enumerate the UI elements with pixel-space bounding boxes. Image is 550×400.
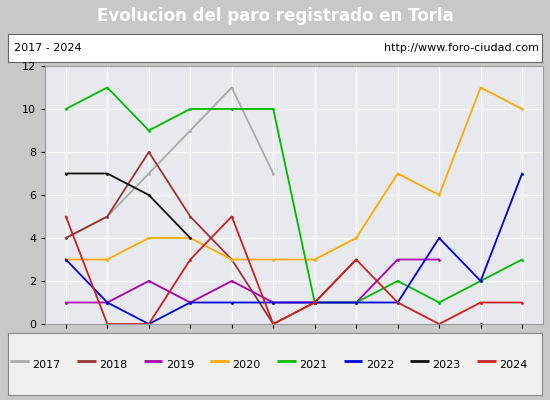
Text: 2020: 2020	[232, 360, 261, 370]
Text: 2021: 2021	[299, 360, 327, 370]
Text: 2017 - 2024: 2017 - 2024	[14, 43, 81, 53]
Text: 2018: 2018	[99, 360, 127, 370]
Text: 2023: 2023	[432, 360, 461, 370]
Text: Evolucion del paro registrado en Torla: Evolucion del paro registrado en Torla	[97, 7, 453, 25]
Text: 2019: 2019	[166, 360, 194, 370]
Text: 2022: 2022	[366, 360, 394, 370]
Text: 2024: 2024	[499, 360, 527, 370]
Text: http://www.foro-ciudad.com: http://www.foro-ciudad.com	[384, 43, 539, 53]
Text: 2017: 2017	[32, 360, 60, 370]
